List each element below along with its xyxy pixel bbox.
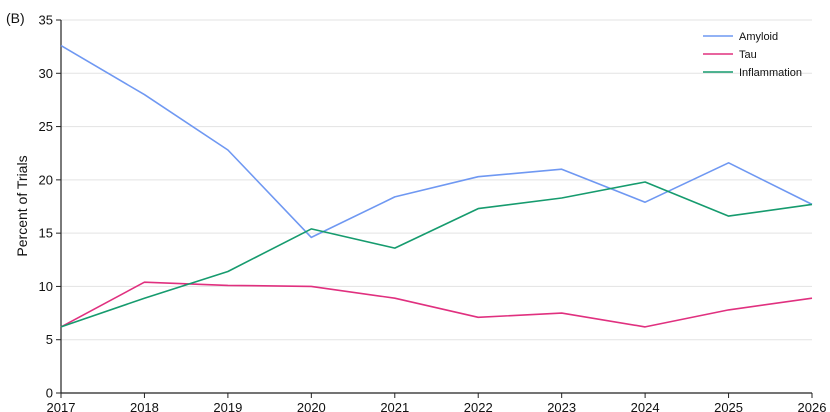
y-tick-label: 20 (39, 172, 53, 187)
series-line-amyloid (60, 44, 813, 239)
x-tick-label: 2024 (631, 400, 660, 412)
series-lines (60, 44, 813, 328)
legend-label-amyloid: Amyloid (739, 31, 778, 43)
x-tick-label: 2017 (47, 400, 76, 412)
y-tick-label: 0 (46, 386, 53, 401)
x-tick-label: 2019 (213, 400, 242, 412)
x-tick-label: 2025 (714, 400, 743, 412)
y-tick-label: 5 (46, 332, 53, 347)
y-tick-label: 10 (39, 279, 53, 294)
legend-label-tau: Tau (739, 49, 757, 61)
x-tick-label: 2020 (297, 400, 326, 412)
y-tick-label: 30 (39, 66, 53, 81)
x-tick-label: 2022 (464, 400, 493, 412)
y-axis-title: Percent of Trials (14, 155, 30, 256)
y-tick-label: 15 (39, 226, 53, 241)
legend-label-inflammation: Inflammation (739, 67, 802, 79)
x-tick-label: 2021 (380, 400, 409, 412)
x-tick-label: 2023 (547, 400, 576, 412)
series-line-tau (60, 281, 813, 328)
x-tick-label: 2018 (130, 400, 159, 412)
legend: Amyloid Tau Inflammation (703, 31, 802, 79)
series-line-inflammation (60, 181, 813, 328)
y-tick-label: 25 (39, 119, 53, 134)
panel-label: (B) (6, 10, 25, 26)
y-tick-label: 35 (39, 13, 53, 28)
grid-lines (61, 19, 812, 341)
x-tick-label: 2026 (798, 400, 827, 412)
